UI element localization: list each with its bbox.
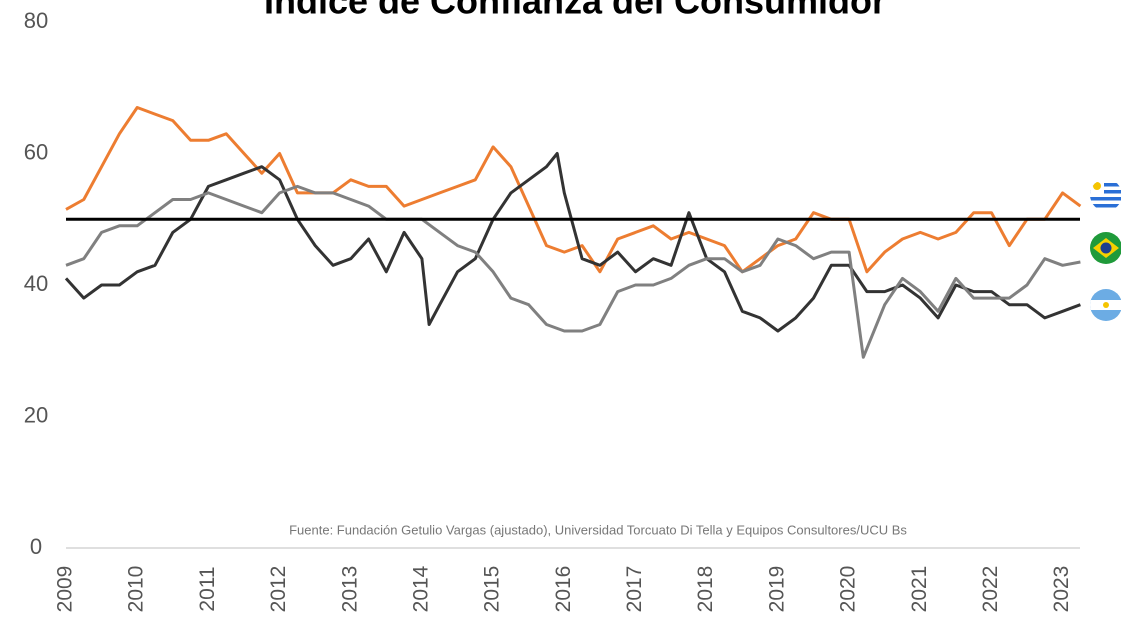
source-note: Fuente: Fundación Getulio Vargas (ajusta… bbox=[289, 522, 907, 537]
x-tick-label: 2022 bbox=[979, 566, 1002, 613]
x-tick-label: 2014 bbox=[409, 565, 432, 612]
x-tick-label: 2018 bbox=[694, 566, 717, 613]
x-tick-label: 2017 bbox=[623, 566, 646, 613]
flag-uruguay bbox=[1090, 179, 1121, 211]
series-line bbox=[64, 152, 1081, 333]
y-tick-label: 60 bbox=[24, 139, 48, 164]
x-tick-label: 2019 bbox=[765, 566, 788, 613]
x-tick-label: 2023 bbox=[1050, 566, 1073, 613]
y-tick-label: 40 bbox=[24, 271, 48, 296]
flag-argentina bbox=[1090, 289, 1121, 321]
x-tick-label: 2015 bbox=[481, 566, 504, 613]
series-line bbox=[65, 184, 1081, 359]
x-tick-label: 2021 bbox=[908, 566, 931, 613]
x-tick-label: 2013 bbox=[338, 566, 361, 613]
x-tick-label: 2016 bbox=[552, 566, 575, 613]
y-tick-label: 80 bbox=[24, 8, 48, 33]
flag-brazil bbox=[1090, 232, 1121, 264]
x-tick-label: 2010 bbox=[125, 566, 148, 613]
chart-title: Índice de Confianza del Consumidor bbox=[264, 0, 886, 22]
series-line bbox=[65, 106, 1082, 274]
y-tick-label: 0 bbox=[30, 534, 42, 559]
x-tick-label: 2011 bbox=[196, 566, 219, 611]
y-tick-label: 20 bbox=[24, 402, 48, 427]
x-tick-label: 2020 bbox=[837, 566, 860, 613]
x-tick-label: 2009 bbox=[54, 566, 77, 613]
x-tick-label: 2012 bbox=[267, 566, 290, 613]
